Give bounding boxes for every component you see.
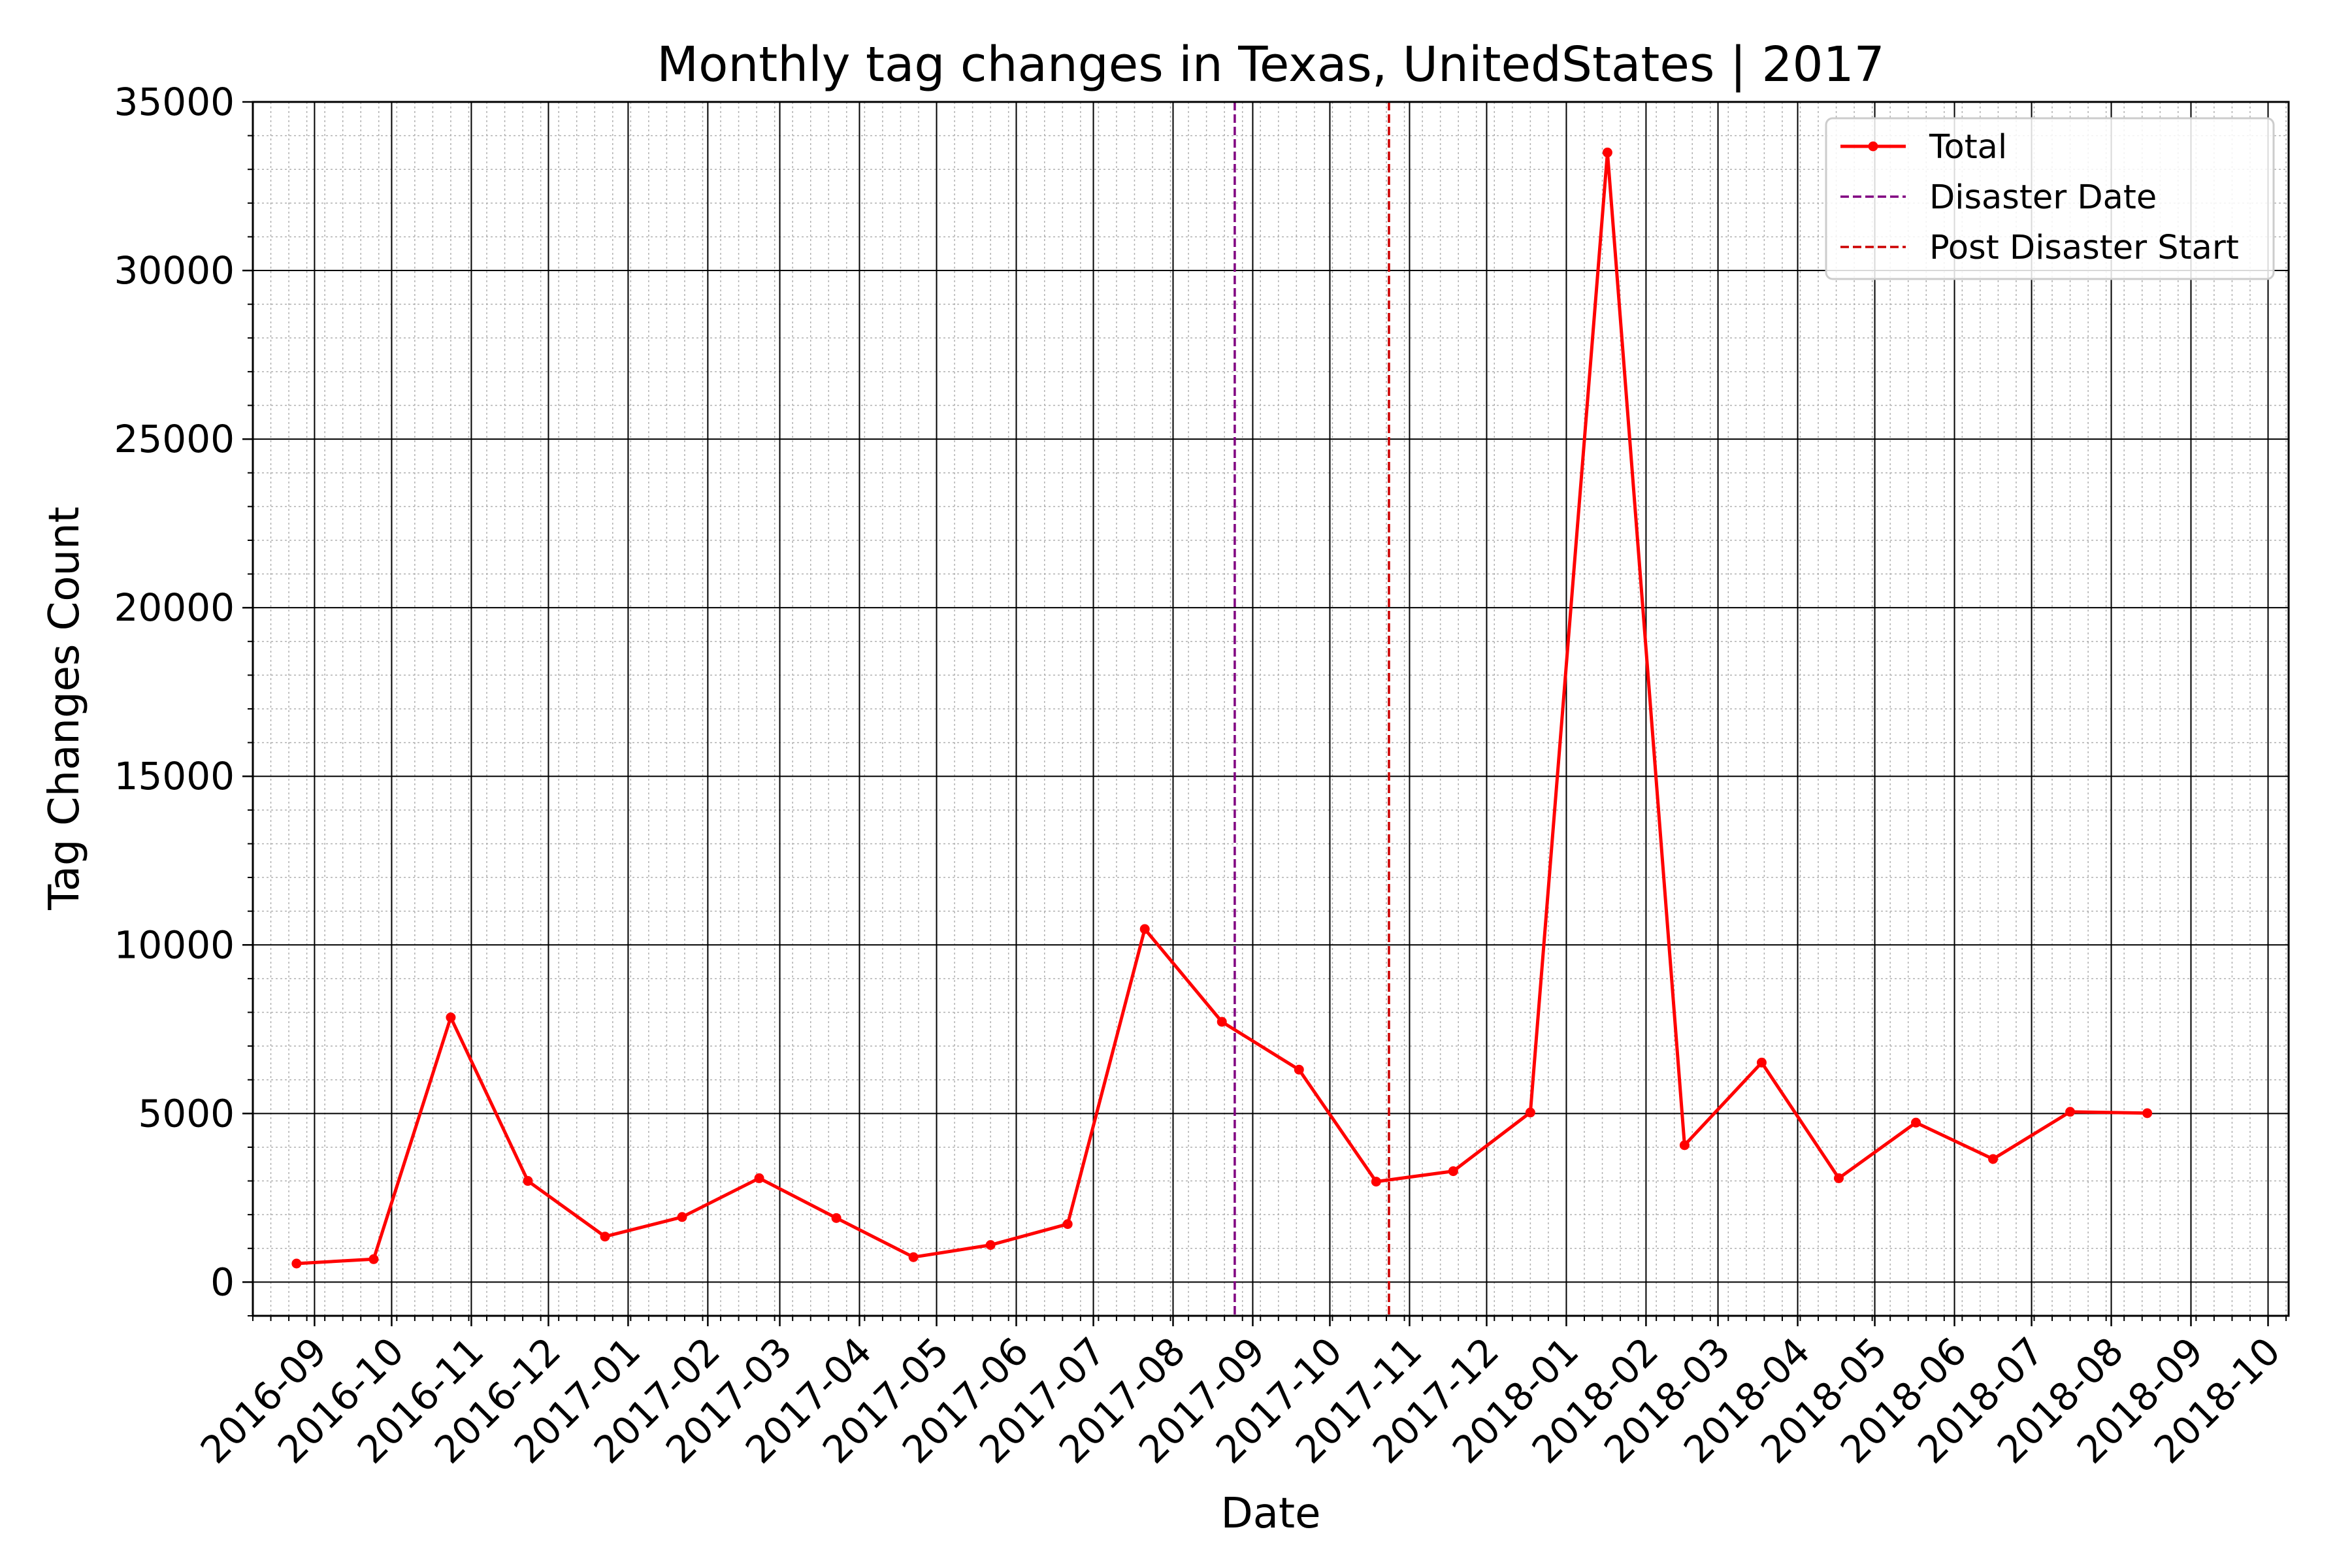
series-line-total — [296, 150, 2148, 1266]
y-axis: 0 5000 10000 15000 20000 25000 30000 35000 — [114, 80, 253, 1316]
minor-grid — [252, 102, 2289, 1316]
data-point — [368, 1254, 379, 1264]
data-point — [1448, 1166, 1458, 1177]
data-point — [1371, 1177, 1381, 1187]
legend-marker — [1868, 141, 1878, 152]
data-point — [1062, 1219, 1073, 1230]
chart-title: Monthly tag changes in Texas, UnitedStat… — [657, 37, 1885, 93]
data-point — [1833, 1173, 1844, 1183]
y-tick-label: 0 — [210, 1260, 235, 1304]
data-point — [446, 1012, 456, 1022]
data-point — [677, 1212, 687, 1222]
data-point — [291, 1258, 302, 1269]
legend-label: Total — [1929, 128, 2007, 167]
x-axis-label: Date — [1221, 1490, 1321, 1538]
y-tick-label: 20000 — [114, 585, 235, 630]
legend-label: Disaster Date — [1929, 178, 2157, 217]
data-point — [2065, 1107, 2076, 1117]
data-point — [1679, 1140, 1690, 1151]
y-tick-label: 30000 — [114, 248, 235, 293]
series-layer — [291, 147, 2153, 1269]
data-point — [1988, 1154, 1999, 1164]
y-axis-label: Tag Changes Count — [41, 506, 89, 910]
legend: Total Disaster Date Post Disaster Start — [1825, 117, 2275, 280]
legend-label: Post Disaster Start — [1929, 229, 2239, 267]
data-point — [908, 1252, 919, 1262]
data-point — [985, 1240, 996, 1250]
y-tick-label: 15000 — [114, 754, 235, 798]
data-point — [523, 1176, 533, 1186]
reference-lines — [1233, 102, 1390, 1316]
y-tick-label: 35000 — [114, 80, 235, 124]
y-tick-label: 25000 — [114, 417, 235, 461]
data-point — [1217, 1017, 1227, 1027]
legend-box — [1825, 117, 2275, 280]
data-point — [1294, 1064, 1304, 1075]
data-point — [831, 1213, 841, 1223]
data-point — [1525, 1107, 1535, 1118]
data-point — [1756, 1057, 1767, 1068]
data-point — [754, 1173, 764, 1183]
data-point — [1911, 1117, 1921, 1128]
data-point — [1139, 924, 1150, 934]
x-axis: 2016-092016-102016-112016-122017-012017-… — [192, 1316, 2289, 1472]
data-point — [600, 1232, 610, 1242]
data-point — [1602, 147, 1612, 157]
y-tick-label: 5000 — [138, 1091, 235, 1135]
y-tick-label: 10000 — [114, 923, 235, 967]
data-point — [2142, 1108, 2153, 1119]
